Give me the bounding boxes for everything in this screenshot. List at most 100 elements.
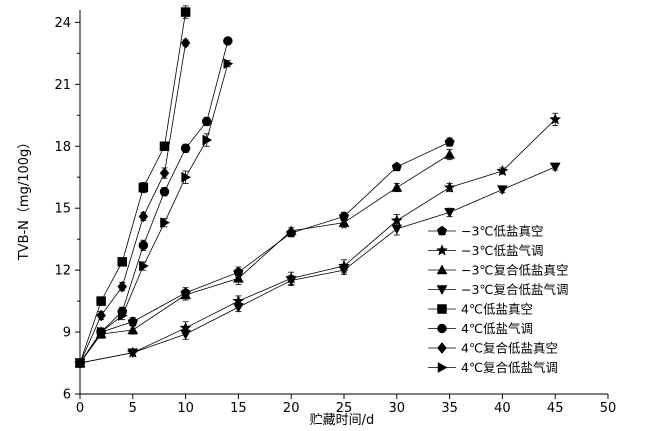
legend-marker (437, 304, 447, 314)
data-point (138, 182, 149, 193)
legend-marker (437, 362, 448, 373)
data-point (496, 185, 508, 196)
data-point (202, 134, 213, 146)
series-group (74, 148, 456, 368)
legend-label: 4℃复合低盐气调 (461, 360, 558, 375)
data-point (223, 58, 234, 70)
legend-label: 4℃低盐气调 (461, 321, 533, 336)
data-point (180, 329, 192, 340)
data-point (391, 224, 403, 235)
legend-label: −3℃低盐气调 (461, 243, 543, 258)
legend-label: −3℃低盐真空 (461, 224, 543, 239)
data-point (96, 309, 106, 322)
data-point (138, 240, 149, 251)
legend-item: −3℃复合低盐气调 (428, 282, 568, 297)
legend-item: 4℃低盐真空 (428, 302, 533, 317)
x-tick-label: 50 (600, 401, 617, 416)
y-axis-title: TVB-N（mg/100g） (17, 136, 32, 262)
series-group (74, 162, 561, 369)
data-point (285, 225, 297, 236)
y-tick-label: 18 (54, 140, 71, 155)
y-tick-label: 9 (63, 326, 71, 341)
data-point (391, 161, 402, 172)
data-point (180, 37, 191, 49)
series-line (79, 11, 186, 364)
legend-marker (436, 285, 448, 296)
data-point (338, 217, 350, 227)
data-point (549, 162, 561, 173)
data-point (96, 326, 107, 338)
legend-label: 4℃低盐真空 (461, 302, 533, 317)
x-axis-title: 贮藏时间/d (310, 413, 375, 428)
x-tick-label: 0 (76, 401, 84, 416)
x-tick-label: 25 (336, 401, 353, 416)
data-point (285, 276, 297, 286)
data-point (159, 186, 170, 197)
legend-item: 4℃低盐气调 (428, 321, 533, 336)
x-tick-label: 45 (547, 401, 564, 416)
data-point (444, 149, 456, 159)
legend-item: 4℃复合低盐真空 (428, 341, 558, 356)
data-point (159, 141, 170, 152)
y-tick-label: 24 (54, 16, 71, 31)
x-tick-label: 15 (230, 401, 247, 416)
x-tick-label: 10 (177, 401, 194, 416)
legend-label: −3℃复合低盐真空 (461, 263, 568, 278)
data-point (180, 289, 192, 300)
legend-marker (436, 264, 448, 275)
legend-item: −3℃复合低盐真空 (428, 263, 568, 278)
y-axis-ticks: 6 9 12 15 18 21 24 (54, 16, 80, 403)
x-tick-label: 35 (441, 401, 458, 416)
legend-marker (435, 244, 449, 256)
data-point (160, 217, 170, 229)
data-point (117, 257, 127, 267)
data-point (444, 136, 455, 147)
data-point (75, 357, 86, 369)
data-point (444, 208, 456, 218)
series-group (75, 58, 234, 369)
data-point (443, 181, 456, 193)
y-tick-label: 6 (63, 388, 71, 403)
data-point (96, 296, 106, 306)
data-point (223, 36, 233, 46)
y-tick-label: 15 (54, 202, 71, 217)
legend-marker (436, 225, 448, 236)
data-point (139, 260, 149, 272)
data-point (232, 272, 244, 283)
data-point (181, 171, 192, 183)
y-tick-label: 21 (54, 78, 71, 93)
x-tick-label: 20 (283, 401, 300, 416)
y-tick-label: 12 (54, 264, 71, 279)
series-line (79, 42, 186, 364)
series-layer (73, 5, 562, 369)
data-point (127, 316, 138, 327)
data-point (117, 280, 128, 293)
data-point (496, 164, 509, 177)
series-group (75, 5, 191, 368)
data-point (338, 265, 350, 276)
plot-frame (79, 10, 608, 395)
x-tick-label: 5 (129, 401, 137, 416)
data-point (232, 303, 244, 313)
data-point (391, 182, 403, 192)
data-point (159, 167, 170, 179)
legend: −3℃低盐真空 −3℃低盐气调 −3℃复合低盐真空 −3℃复合低盐气调 4℃低盐真空 4℃… (428, 224, 568, 375)
data-point (201, 116, 212, 127)
x-tick-label: 40 (494, 401, 511, 416)
data-point (138, 210, 149, 223)
legend-label: −3℃复合低盐气调 (461, 282, 568, 297)
series-line (79, 63, 229, 364)
data-point (549, 113, 562, 125)
data-point (180, 143, 191, 154)
series-line (79, 166, 556, 364)
series-line (79, 119, 556, 364)
x-axis-ticks: 0 5 10 15 20 25 30 35 40 45 50 (76, 394, 616, 416)
legend-marker (437, 323, 447, 334)
series-line (79, 40, 229, 364)
legend-item: 4℃复合低盐气调 (428, 360, 558, 375)
data-point (180, 7, 191, 17)
legend-item: −3℃低盐气调 (428, 243, 543, 258)
series-group (75, 37, 191, 369)
legend-marker (437, 342, 447, 354)
